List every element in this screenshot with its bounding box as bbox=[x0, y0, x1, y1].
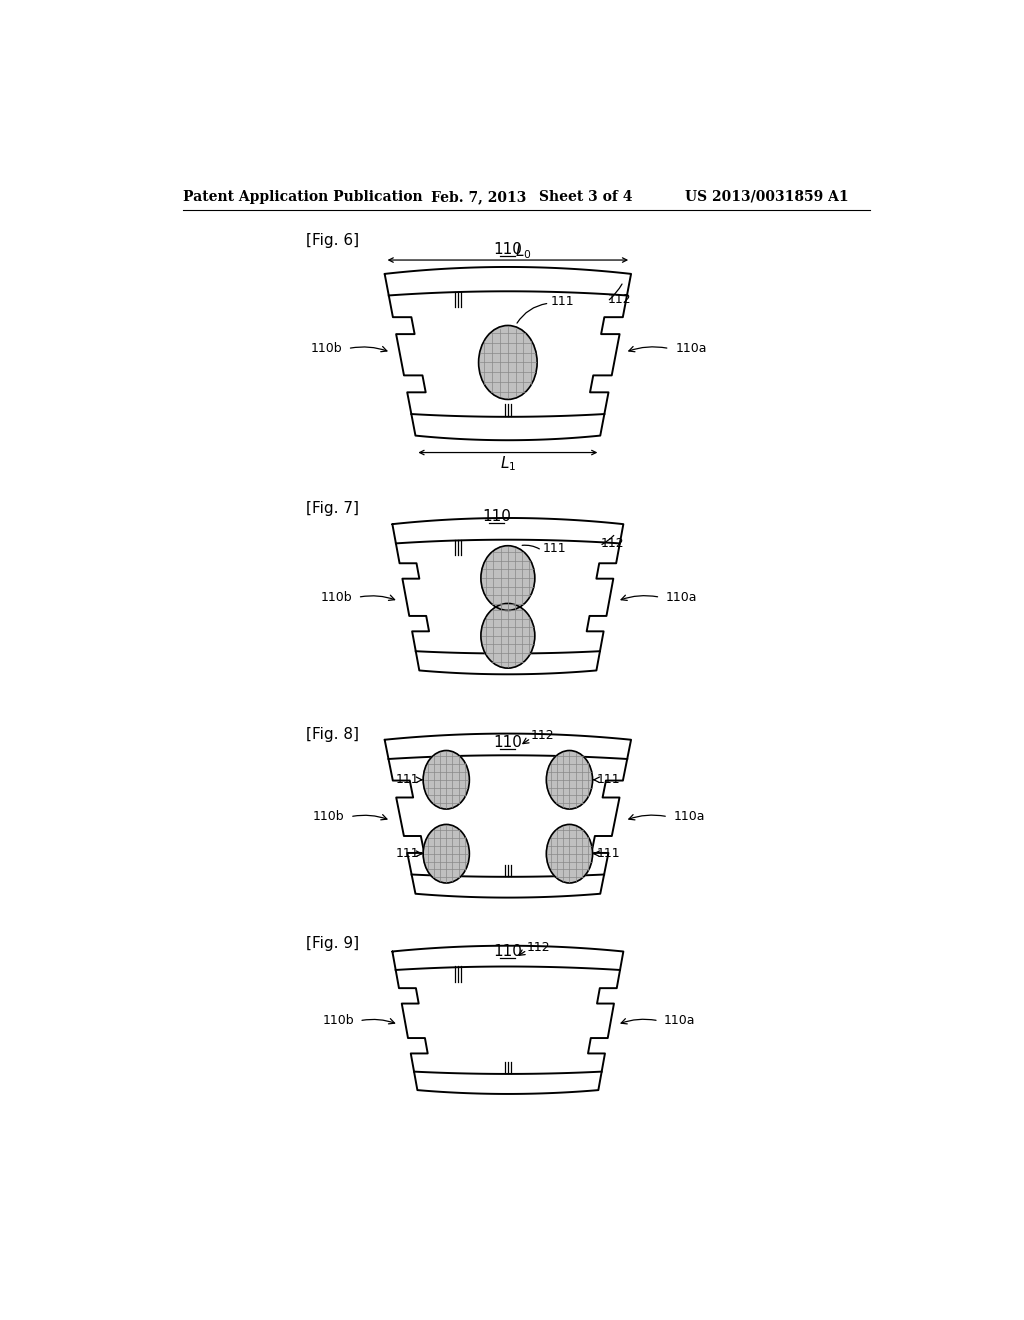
Text: 111: 111 bbox=[596, 847, 621, 861]
Text: Sheet 3 of 4: Sheet 3 of 4 bbox=[539, 190, 632, 203]
Text: Feb. 7, 2013: Feb. 7, 2013 bbox=[431, 190, 526, 203]
Text: 110a: 110a bbox=[674, 810, 705, 824]
Ellipse shape bbox=[423, 751, 469, 809]
Text: 112: 112 bbox=[527, 941, 551, 954]
Text: $L_1$: $L_1$ bbox=[500, 454, 516, 473]
Text: 110: 110 bbox=[494, 944, 522, 960]
Ellipse shape bbox=[481, 603, 535, 668]
Text: 110b: 110b bbox=[321, 591, 352, 603]
Text: 111: 111 bbox=[550, 296, 573, 308]
Text: [Fig. 6]: [Fig. 6] bbox=[306, 234, 359, 248]
Text: [Fig. 8]: [Fig. 8] bbox=[306, 727, 359, 742]
Text: 110b: 110b bbox=[310, 342, 342, 355]
Text: 111: 111 bbox=[395, 774, 419, 787]
Ellipse shape bbox=[478, 326, 538, 400]
Text: 110a: 110a bbox=[665, 1014, 695, 1027]
Text: $L_0$: $L_0$ bbox=[515, 243, 531, 261]
Ellipse shape bbox=[423, 825, 469, 883]
Text: 111: 111 bbox=[596, 774, 621, 787]
Text: 110b: 110b bbox=[313, 810, 345, 824]
Text: 110b: 110b bbox=[323, 1014, 354, 1027]
Text: 111: 111 bbox=[543, 541, 566, 554]
Text: 110: 110 bbox=[494, 734, 522, 750]
Text: [Fig. 7]: [Fig. 7] bbox=[306, 502, 359, 516]
Ellipse shape bbox=[481, 545, 535, 610]
Text: 112: 112 bbox=[600, 537, 624, 550]
Text: 110a: 110a bbox=[676, 342, 708, 355]
Text: 110: 110 bbox=[482, 510, 511, 524]
Text: US 2013/0031859 A1: US 2013/0031859 A1 bbox=[685, 190, 849, 203]
Ellipse shape bbox=[547, 825, 593, 883]
Text: 111: 111 bbox=[395, 847, 419, 861]
Text: 112: 112 bbox=[608, 293, 632, 306]
Text: [Fig. 9]: [Fig. 9] bbox=[306, 936, 359, 952]
Text: 110a: 110a bbox=[666, 591, 697, 603]
Text: 112: 112 bbox=[531, 730, 555, 742]
Ellipse shape bbox=[547, 751, 593, 809]
Text: Patent Application Publication: Patent Application Publication bbox=[183, 190, 423, 203]
Text: 110: 110 bbox=[494, 242, 522, 257]
